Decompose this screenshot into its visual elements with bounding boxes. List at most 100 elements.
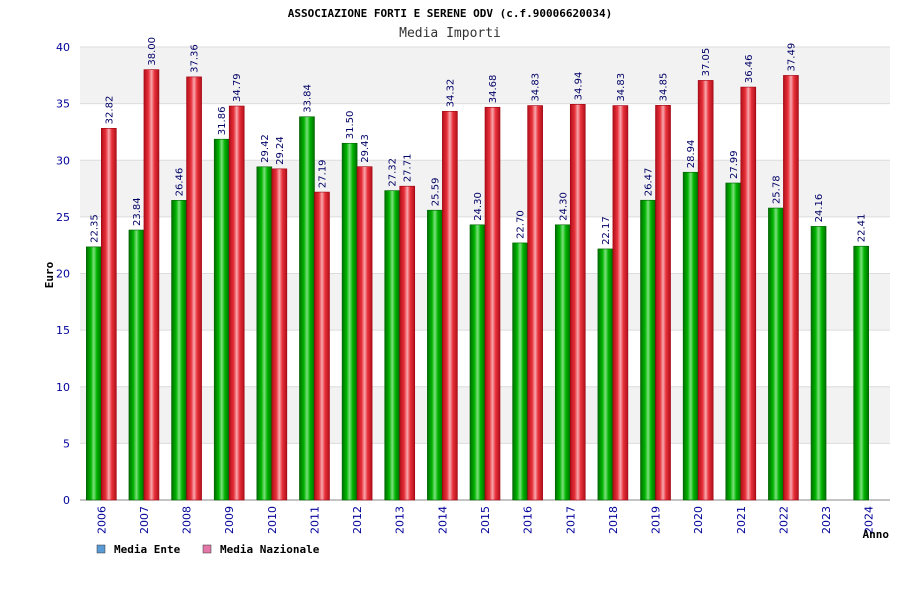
bar-label-media-ente-2011: 33.84	[302, 84, 313, 113]
bar-media-nazionale-2006	[101, 128, 117, 501]
bar-label-media-ente-2007: 23.84	[132, 197, 143, 226]
bar-label-media-ente-2021: 27.99	[729, 150, 740, 179]
bar-label-media-ente-2023: 24.16	[814, 194, 825, 223]
bar-label-media-ente-2006: 22.35	[89, 214, 100, 243]
bar-label-media-nazionale-2014: 34.32	[445, 79, 456, 108]
bar-media-nazionale-2017	[569, 104, 586, 501]
bar-media-ente-2014	[427, 209, 443, 501]
bar-label-media-nazionale-2011: 27.19	[317, 159, 328, 188]
x-tick-label-2009: 2009	[223, 506, 236, 534]
x-tick-label-2010: 2010	[266, 506, 279, 534]
bar-label-media-nazionale-2012: 29.43	[360, 134, 371, 163]
bar-media-nazionale-2018	[612, 105, 629, 501]
y-tick-label: 30	[56, 154, 70, 167]
bar-media-ente-2007	[128, 229, 145, 501]
bar-media-ente-2006	[86, 246, 102, 501]
x-tick-label-2007: 2007	[138, 506, 151, 534]
legend-swatch-media-nazionale	[202, 544, 212, 554]
bar-media-ente-2012	[341, 142, 358, 501]
bar-value-labels: 22.35 32.82 23.84 38.00 26.46 37.36 31.86 34.79…	[89, 37, 867, 245]
bar-label-media-nazionale-2013: 27.71	[403, 154, 414, 183]
bar-media-nazionale-2019	[655, 105, 671, 501]
bar-media-nazionale-2010	[271, 168, 288, 501]
bar-media-ente-2016	[512, 242, 528, 501]
x-tick-label-2012: 2012	[351, 506, 364, 534]
bar-label-media-nazionale-2019: 34.85	[659, 73, 670, 102]
bar-media-ente-2009	[213, 138, 230, 501]
bar-media-nazionale-2021	[740, 86, 757, 501]
bar-media-ente-2010	[256, 166, 273, 501]
bar-label-media-nazionale-2022: 37.49	[786, 43, 797, 72]
bar-label-media-nazionale-2017: 34.94	[573, 72, 584, 101]
bar-label-media-ente-2015: 24.30	[473, 192, 484, 221]
bar-media-nazionale-2009	[228, 105, 245, 501]
bar-media-ente-2024	[853, 245, 869, 501]
bar-media-nazionale-2013	[399, 185, 416, 501]
bar-media-nazionale-2020	[697, 80, 714, 501]
bar-label-media-ente-2022: 25.78	[771, 175, 782, 204]
bar-media-nazionale-2015	[484, 106, 501, 501]
bar-media-nazionale-2016	[527, 105, 543, 501]
bar-media-nazionale-2011	[314, 191, 330, 501]
x-tick-label-2021: 2021	[735, 506, 748, 534]
x-tick-label-2022: 2022	[777, 506, 790, 534]
bars	[86, 69, 869, 501]
bar-label-media-nazionale-2020: 37.05	[701, 48, 712, 77]
y-tick-label: 35	[56, 98, 70, 111]
x-axis-ticks: 2006 2007 2008 2009 2010 2011 2012 2013 2014 2015…	[95, 506, 875, 534]
bar-media-ente-2013	[384, 190, 401, 501]
bar-media-ente-2008	[171, 200, 187, 501]
y-tick-label: 15	[56, 324, 70, 337]
y-tick-label: 10	[56, 381, 70, 394]
y-axis-label: Euro	[43, 261, 56, 288]
bar-media-nazionale-2022	[783, 75, 799, 501]
legend: Media Ente Media Nazionale	[96, 543, 320, 556]
bar-label-media-ente-2018: 22.17	[601, 216, 612, 245]
chart-subtitle: Media Importi	[399, 26, 501, 41]
bar-label-media-nazionale-2006: 32.82	[104, 96, 115, 125]
bar-label-media-nazionale-2016: 34.83	[531, 73, 542, 102]
bar-media-nazionale-2014	[442, 111, 458, 501]
legend-swatch-media-ente	[96, 544, 106, 554]
y-tick-label: 0	[63, 494, 70, 507]
bar-label-media-nazionale-2007: 38.00	[147, 37, 158, 66]
x-tick-label-2024: 2024	[863, 506, 876, 534]
bar-label-media-ente-2024: 22.41	[857, 214, 868, 243]
x-tick-label-2020: 2020	[692, 506, 705, 534]
x-tick-label-2015: 2015	[479, 506, 492, 534]
bar-label-media-ente-2013: 27.32	[388, 158, 399, 187]
bar-label-media-nazionale-2009: 34.79	[232, 73, 243, 102]
bar-media-nazionale-2008	[186, 76, 202, 501]
x-tick-label-2014: 2014	[436, 506, 449, 534]
bar-label-media-ente-2019: 26.47	[644, 168, 655, 197]
bar-media-nazionale-2012	[356, 166, 373, 501]
bar-label-media-ente-2008: 26.46	[175, 168, 186, 197]
bar-media-nazionale-2007	[143, 69, 160, 501]
x-tick-label-2008: 2008	[181, 506, 194, 534]
y-tick-label: 40	[56, 41, 70, 54]
bar-media-ente-2011	[299, 116, 315, 501]
x-tick-label-2019: 2019	[650, 506, 663, 534]
bar-label-media-nazionale-2015: 34.68	[488, 75, 499, 104]
legend-label-media-ente: Media Ente	[114, 543, 181, 556]
bar-label-media-ente-2010: 29.42	[260, 134, 271, 163]
bar-label-media-nazionale-2010: 29.24	[275, 136, 286, 165]
y-tick-label: 25	[56, 211, 70, 224]
bar-media-ente-2021	[725, 182, 742, 501]
bar-label-media-nazionale-2021: 36.46	[744, 54, 755, 83]
bar-media-ente-2018	[597, 248, 614, 501]
bar-label-media-ente-2020: 28.94	[686, 140, 697, 169]
x-tick-label-2011: 2011	[308, 506, 321, 534]
bar-media-ente-2015	[469, 224, 486, 501]
y-tick-label: 20	[56, 268, 70, 281]
bar-label-media-ente-2009: 31.86	[217, 107, 228, 136]
bar-media-ente-2020	[682, 171, 699, 501]
bar-label-media-ente-2012: 31.50	[345, 111, 356, 140]
y-tick-label: 5	[63, 437, 70, 450]
bar-media-ente-2019	[640, 199, 656, 501]
bar-label-media-nazionale-2018: 34.83	[616, 73, 627, 102]
y-axis-ticks: 0 5 10 15 20 25 30 35 40	[56, 41, 70, 507]
chart-title: ASSOCIAZIONE FORTI E SERENE ODV (c.f.900…	[288, 7, 613, 20]
x-tick-label-2023: 2023	[820, 506, 833, 534]
